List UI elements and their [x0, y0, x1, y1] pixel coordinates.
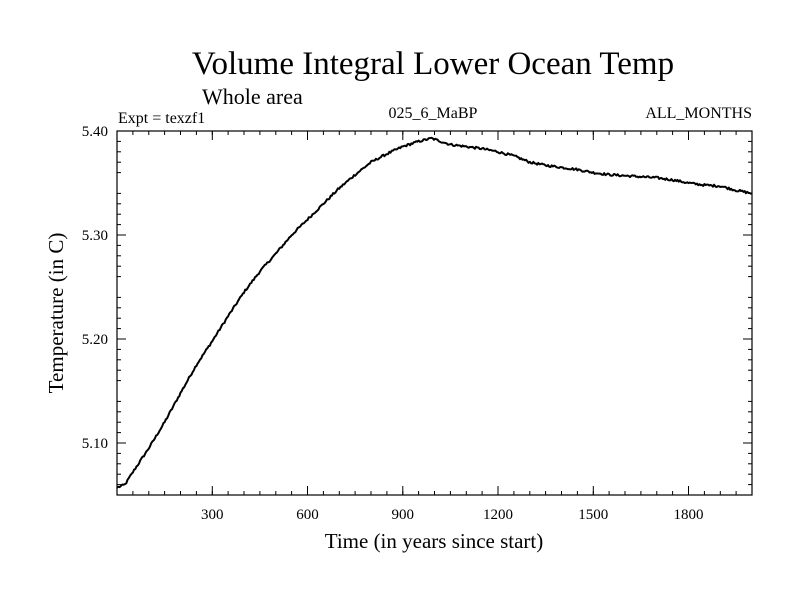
x-tick-label: 900: [392, 507, 415, 523]
x-tick-label: 1500: [578, 507, 608, 523]
chart-subtitle: Whole area: [202, 84, 303, 109]
period-label: ALL_MONTHS: [645, 105, 752, 122]
y-axis-label: Temperature (in C): [44, 233, 68, 394]
run-label: 025_6_MaBP: [389, 105, 478, 122]
x-tick-labels: 300 600 900 1200 1500 1800: [201, 507, 703, 523]
y-tick-label: 5.20: [82, 332, 108, 348]
y-tick-labels: 5.10 5.20 5.30 5.40: [82, 124, 108, 452]
series-line-texzf1: [116, 136, 753, 489]
x-axis-label: Time (in years since start): [325, 529, 544, 553]
y-tick-label: 5.40: [82, 124, 108, 140]
x-tick-label: 300: [201, 507, 224, 523]
axis-ticks: [117, 130, 752, 495]
y-tick-label: 5.30: [82, 228, 108, 244]
plot-frame: [116, 130, 753, 496]
expt-label: Expt = texzf1: [118, 110, 205, 127]
x-tick-label: 600: [296, 507, 319, 523]
y-tick-label: 5.10: [82, 436, 108, 452]
x-tick-label: 1200: [483, 507, 513, 523]
chart-title: Volume Integral Lower Ocean Temp: [192, 46, 674, 82]
x-tick-label: 1800: [674, 507, 704, 523]
